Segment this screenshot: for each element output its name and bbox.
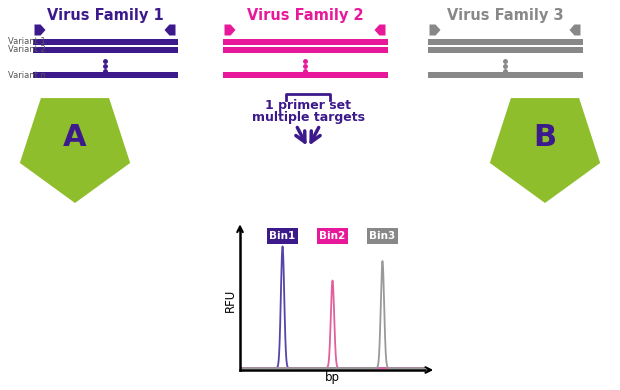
Text: B: B <box>533 122 557 151</box>
Text: Variant 2: Variant 2 <box>8 46 46 55</box>
Text: Variant n: Variant n <box>8 71 46 80</box>
Bar <box>223 72 388 78</box>
Text: Virus Family 3: Virus Family 3 <box>446 8 564 23</box>
Text: 1 primer set: 1 primer set <box>265 99 351 112</box>
Text: Bin1: Bin1 <box>270 231 296 241</box>
Bar <box>428 39 583 45</box>
X-axis label: bp: bp <box>325 371 340 385</box>
Y-axis label: RFU: RFU <box>224 288 237 312</box>
Text: Bin3: Bin3 <box>370 231 396 241</box>
Polygon shape <box>490 98 600 203</box>
Polygon shape <box>430 25 440 35</box>
Text: Bin2: Bin2 <box>319 231 345 241</box>
Text: Virus Family 1: Virus Family 1 <box>46 8 164 23</box>
Text: Variant 1: Variant 1 <box>8 37 46 46</box>
Bar <box>428 72 583 78</box>
Polygon shape <box>35 25 45 35</box>
Text: Virus Family 2: Virus Family 2 <box>247 8 363 23</box>
Polygon shape <box>374 25 386 35</box>
Bar <box>223 47 388 53</box>
Polygon shape <box>164 25 175 35</box>
Bar <box>32 72 177 78</box>
Bar <box>32 39 177 45</box>
Polygon shape <box>20 98 130 203</box>
Bar <box>223 39 388 45</box>
Polygon shape <box>224 25 236 35</box>
Text: A: A <box>63 122 87 151</box>
Bar <box>32 47 177 53</box>
Polygon shape <box>570 25 580 35</box>
Text: multiple targets: multiple targets <box>252 112 365 124</box>
Bar <box>428 47 583 53</box>
